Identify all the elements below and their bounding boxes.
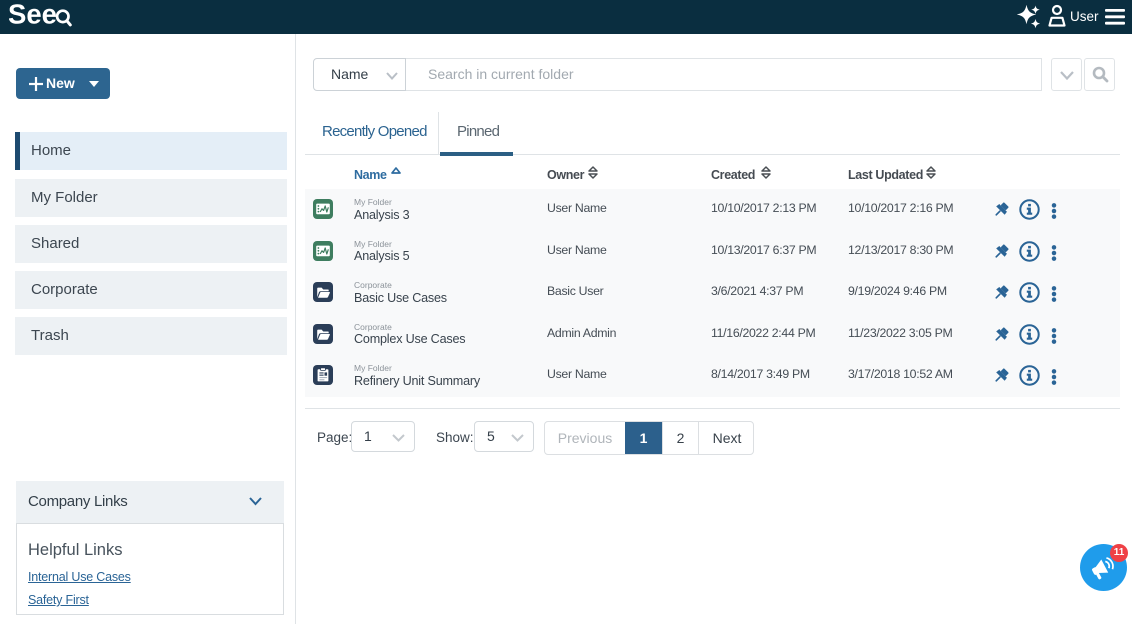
svg-text:See: See	[9, 0, 57, 30]
